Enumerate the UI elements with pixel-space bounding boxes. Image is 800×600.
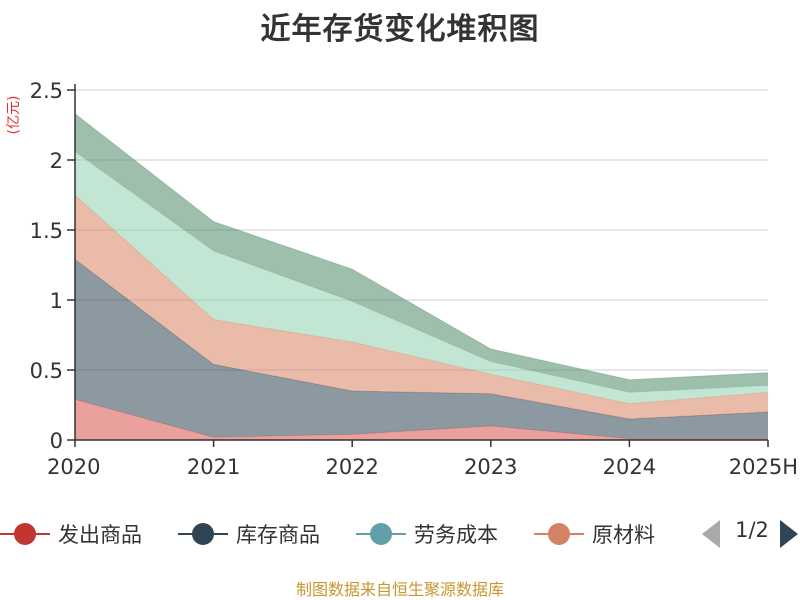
legend-dot (548, 523, 570, 545)
area-2 (75, 195, 768, 419)
area-3 (75, 151, 768, 404)
data-source-note: 制图数据来自恒生聚源数据库 (295, 580, 504, 599)
x-tick-label: 2023 (464, 455, 517, 479)
stacked-area-chart: 0 0.5 1 1.5 2 2.5 2020 2021 2022 2023 2024 2025H (亿… (6, 79, 798, 479)
axes: 0 0.5 1 1.5 2 2.5 2020 2021 2022 2023 2024 2025H (30, 79, 798, 479)
y-axis-label: (亿元) (6, 96, 22, 135)
chart-legend: 发出商品 库存商品 劳务成本 原材料 (0, 516, 800, 552)
next-page-icon[interactable] (780, 520, 798, 548)
legend-swatch (0, 523, 50, 545)
legend-page-indicator: 1/2 (735, 518, 769, 542)
y-tick-label: 1.5 (30, 219, 63, 243)
y-tick-label: 2 (50, 149, 63, 173)
x-tick-label: 2020 (47, 455, 100, 479)
y-tick-label: 0.5 (30, 359, 63, 383)
area-edge-4 (74, 113, 769, 381)
legend-dot (14, 523, 36, 545)
legend-label: 库存商品 (236, 523, 320, 547)
legend-item-0[interactable]: 发出商品 (0, 516, 142, 552)
x-tick-label: 2021 (187, 455, 240, 479)
legend-pager: 1/2 (696, 516, 800, 552)
legend-dot (370, 523, 392, 545)
legend-swatch (178, 523, 228, 545)
x-tick-label: 2024 (603, 455, 656, 479)
y-tick-label: 0 (50, 429, 63, 453)
area-1 (75, 259, 768, 439)
area-series (74, 113, 769, 440)
y-tick-label: 1 (50, 289, 63, 313)
legend-item-1[interactable]: 库存商品 (178, 516, 320, 552)
x-tick-label: 2022 (325, 455, 378, 479)
legend-dot (192, 523, 214, 545)
legend-swatch (534, 523, 584, 545)
prev-page-icon[interactable] (702, 520, 720, 548)
legend-item-2[interactable]: 劳务成本 (356, 516, 498, 552)
legend-label: 原材料 (592, 523, 655, 547)
area-0 (75, 399, 768, 440)
y-tick-label: 2.5 (30, 79, 63, 103)
legend-label: 劳务成本 (414, 523, 498, 547)
legend-label: 发出商品 (58, 523, 142, 547)
chart-title: 近年存货变化堆积图 (260, 12, 540, 47)
x-tick-label: 2025H (729, 455, 798, 479)
legend-swatch (356, 523, 406, 545)
legend-item-3[interactable]: 原材料 (534, 516, 655, 552)
